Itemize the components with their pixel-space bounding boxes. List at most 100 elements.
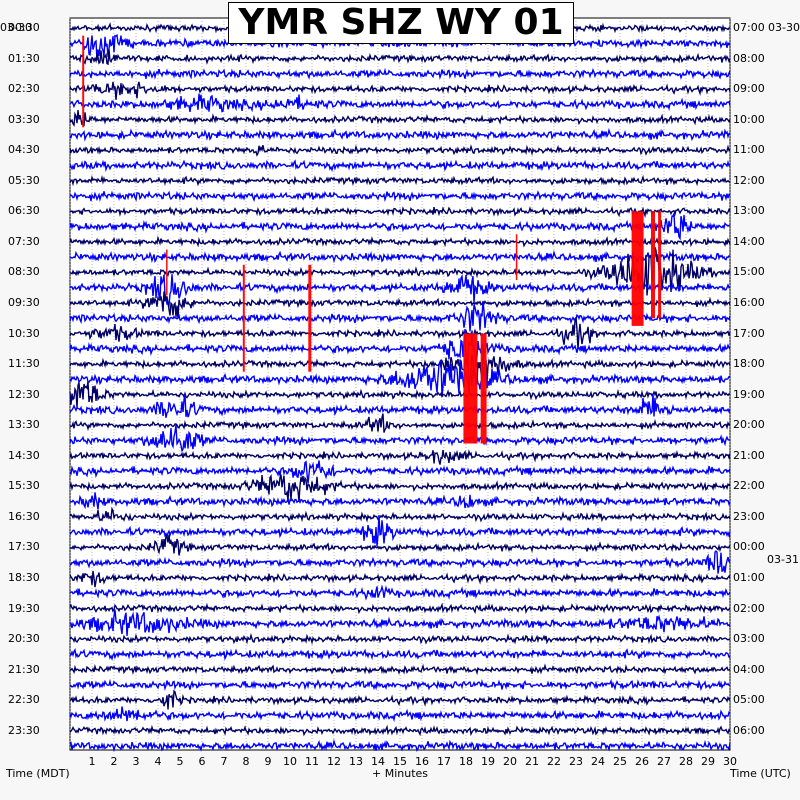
seismic-trace — [69, 584, 731, 601]
seismic-trace — [69, 492, 731, 510]
seismic-trace — [70, 93, 731, 113]
x-tick-label: 22 — [547, 755, 561, 768]
left-tick-label: 03:30 — [8, 112, 40, 126]
seismic-trace — [69, 724, 731, 737]
clip-marker — [651, 211, 655, 319]
x-tick-label: 5 — [176, 755, 184, 768]
left-tick-label: 11:30 — [8, 357, 40, 371]
seismic-trace — [69, 127, 731, 142]
right-tick-label: 08:00 — [733, 51, 765, 65]
x-tick-label: 11 — [305, 755, 319, 768]
right-tick-label: 23:00 — [733, 509, 765, 523]
seismic-trace — [69, 249, 731, 264]
seismic-trace — [69, 247, 731, 296]
right-tick-label: 17:00 — [733, 326, 765, 340]
x-tick-label: 8 — [242, 755, 250, 768]
seismic-trace — [69, 570, 731, 588]
seismic-trace — [69, 514, 731, 547]
clip-marker — [82, 35, 85, 128]
x-tick-label: 9 — [264, 755, 272, 768]
left-tick-label: 06:30 — [8, 204, 40, 218]
x-tick-label: 21 — [525, 755, 539, 768]
seismic-trace — [69, 205, 731, 219]
seismic-trace — [69, 144, 731, 157]
seismic-trace — [69, 550, 731, 574]
clip-marker — [308, 264, 312, 372]
left-tick-label: 05:30 — [8, 173, 40, 187]
right-tick-label: 07:00 — [733, 21, 765, 34]
x-axis-label: + Minutes — [372, 767, 429, 780]
left-tick-label: 22:30 — [8, 693, 40, 707]
x-tick-label: 27 — [657, 755, 671, 768]
x-tick-label: 14 — [371, 755, 385, 768]
left-tick-label: 14:30 — [8, 448, 40, 462]
x-tick-label: 2 — [110, 755, 118, 768]
left-axis-label: Time (MDT) — [6, 767, 70, 780]
seismic-trace — [69, 190, 731, 203]
seismic-trace — [69, 213, 731, 241]
seismic-trace — [69, 474, 731, 502]
date-left: 03-30 — [0, 21, 32, 34]
right-tick-label: 04:00 — [733, 662, 765, 676]
left-tick-label: 02:30 — [8, 82, 40, 96]
x-tick-label: 30 — [723, 755, 737, 768]
seismic-trace — [69, 448, 731, 465]
left-tick-label: 16:30 — [8, 509, 40, 523]
clip-marker — [631, 211, 644, 326]
seismic-trace — [69, 235, 731, 248]
left-tick-label: 15:30 — [8, 479, 40, 493]
clip-marker — [242, 264, 245, 372]
clip-marker — [463, 333, 478, 444]
clip-marker — [166, 249, 168, 296]
right-tick-label: 03:00 — [733, 632, 765, 646]
seismic-trace — [69, 689, 731, 710]
x-tick-label: 16 — [415, 755, 429, 768]
seismic-trace — [69, 609, 731, 636]
seismic-trace — [69, 300, 731, 332]
left-tick-label: 19:30 — [8, 601, 40, 615]
seismic-trace — [69, 424, 730, 453]
date-right-mid: 03-31 — [767, 553, 799, 566]
seismic-trace — [69, 413, 731, 433]
x-tick-label: 15 — [393, 755, 407, 768]
left-tick-label: 08:30 — [8, 265, 40, 279]
left-tick-label: 13:30 — [8, 418, 40, 432]
seismic-trace — [69, 381, 731, 408]
x-tick-label: 19 — [481, 755, 495, 768]
left-tick-label: 00:30 — [8, 21, 40, 34]
left-tick-label: 12:30 — [8, 387, 40, 401]
right-tick-label: 14:00 — [733, 234, 765, 248]
right-tick-label: 11:00 — [733, 143, 765, 157]
left-tick-label: 04:30 — [8, 143, 40, 157]
right-tick-label: 19:00 — [733, 387, 765, 401]
clip-marker — [658, 211, 662, 319]
seismic-trace — [69, 460, 731, 484]
seismic-trace — [69, 174, 731, 187]
right-tick-label: 20:00 — [733, 418, 765, 432]
seismic-trace — [69, 49, 731, 66]
seismic-trace — [69, 393, 731, 418]
trace-group — [69, 21, 731, 753]
right-tick-label: 09:00 — [733, 82, 765, 96]
seismic-trace — [69, 678, 731, 692]
seismic-trace — [69, 67, 731, 80]
right-axis-label: Time (UTC) — [730, 767, 791, 780]
x-tick-label: 29 — [701, 755, 715, 768]
left-tick-label: 21:30 — [8, 662, 40, 676]
seismic-trace — [69, 359, 731, 397]
x-tick-label: 12 — [327, 755, 341, 768]
seismic-trace — [69, 663, 731, 676]
x-tick-label: 17 — [437, 755, 451, 768]
right-tick-label: 18:00 — [733, 357, 765, 371]
x-tick-label: 28 — [679, 755, 693, 768]
seismic-trace — [69, 328, 731, 367]
left-tick-label: 18:30 — [8, 570, 40, 584]
right-tick-label: 13:00 — [733, 204, 765, 218]
seismic-trace — [69, 602, 731, 615]
right-tick-label: 01:00 — [733, 570, 765, 584]
x-tick-label: 4 — [154, 755, 162, 768]
seismic-trace — [69, 534, 731, 556]
clip-marker — [515, 234, 518, 281]
date-right-top: 03-30 — [768, 21, 800, 34]
